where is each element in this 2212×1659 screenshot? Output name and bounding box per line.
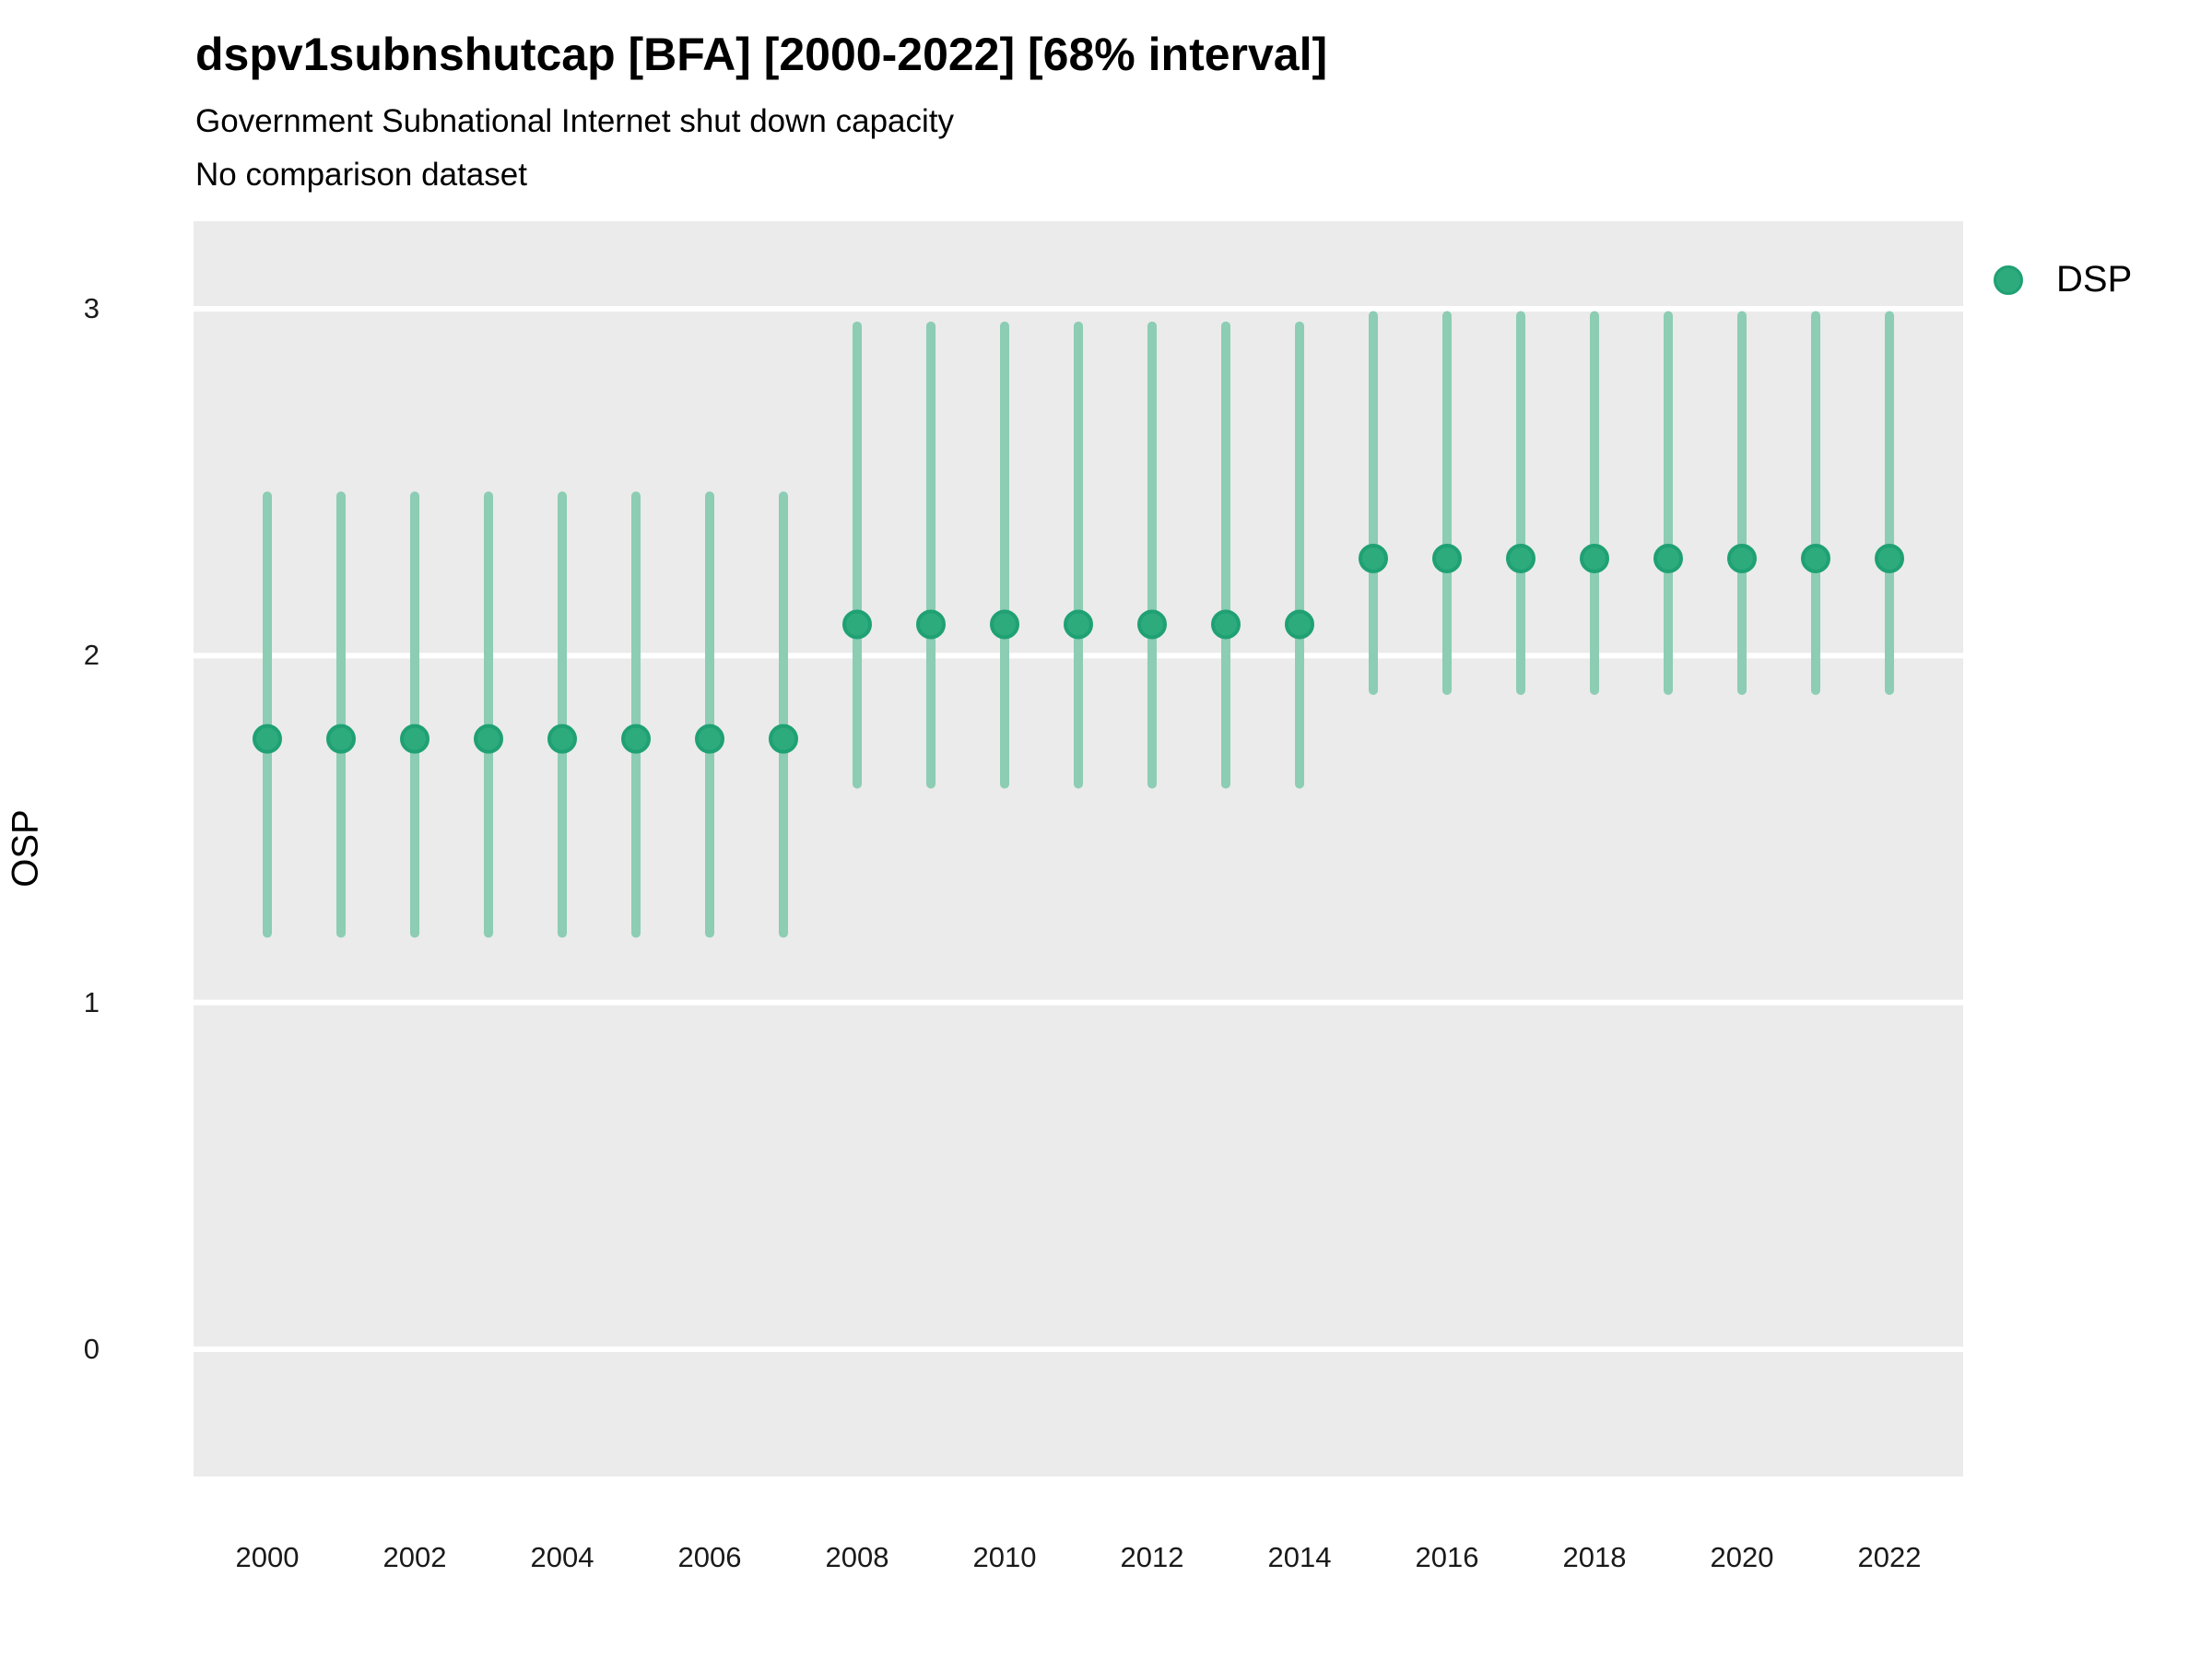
x-tick-label-2002: 2002 — [382, 1541, 447, 1573]
point-marker-2003 — [474, 724, 503, 754]
point-marker-2013 — [1211, 609, 1241, 640]
point-marker-2018 — [1580, 543, 1609, 573]
x-tick-label-2012: 2012 — [1120, 1541, 1184, 1573]
point-marker-2015 — [1359, 543, 1388, 573]
chart-subtitle: Government Subnational Internet shut dow… — [195, 103, 954, 139]
x-tick-label-2018: 2018 — [1562, 1541, 1627, 1573]
point-marker-2000 — [253, 724, 282, 754]
point-marker-2007 — [769, 724, 798, 754]
point-marker-2010 — [990, 609, 1019, 640]
x-tick-label-2016: 2016 — [1415, 1541, 1479, 1573]
point-marker-2014 — [1285, 609, 1314, 640]
point-marker-2020 — [1727, 543, 1757, 573]
point-marker-2004 — [547, 724, 577, 754]
point-marker-2019 — [1653, 543, 1683, 573]
x-tick-label-2004: 2004 — [530, 1541, 594, 1573]
y-tick-label-3: 3 — [83, 292, 100, 324]
legend-marker-icon — [1994, 265, 2023, 295]
legend: DSP — [1994, 259, 2132, 300]
x-tick-label-2020: 2020 — [1710, 1541, 1774, 1573]
x-tick-label-2000: 2000 — [235, 1541, 300, 1573]
legend-label: DSP — [2056, 259, 2133, 300]
x-tick-label-2008: 2008 — [825, 1541, 889, 1573]
point-marker-2012 — [1137, 609, 1167, 640]
x-tick-label-2014: 2014 — [1267, 1541, 1332, 1573]
chart-comparison-note: No comparison dataset — [195, 157, 527, 193]
chart-title: dspv1subnshutcap [BFA] [2000-2022] [68% … — [195, 29, 1328, 80]
point-marker-2002 — [400, 724, 429, 754]
point-marker-2011 — [1064, 609, 1093, 640]
point-marker-2008 — [842, 609, 872, 640]
point-marker-2006 — [695, 724, 724, 754]
y-tick-label-2: 2 — [83, 639, 100, 672]
point-marker-2016 — [1432, 543, 1462, 573]
x-tick-label-2010: 2010 — [972, 1541, 1037, 1573]
pointrange-marks — [253, 311, 1904, 938]
x-tick-label-2006: 2006 — [677, 1541, 742, 1573]
point-marker-2022 — [1875, 543, 1904, 573]
point-marker-2005 — [621, 724, 651, 754]
y-tick-label-0: 0 — [83, 1333, 100, 1365]
y-tick-label-1: 1 — [83, 985, 100, 1018]
point-marker-2009 — [916, 609, 946, 640]
point-marker-2021 — [1801, 543, 1830, 573]
point-marker-2001 — [326, 724, 356, 754]
point-marker-2017 — [1506, 543, 1535, 573]
x-tick-label-2022: 2022 — [1857, 1541, 1922, 1573]
